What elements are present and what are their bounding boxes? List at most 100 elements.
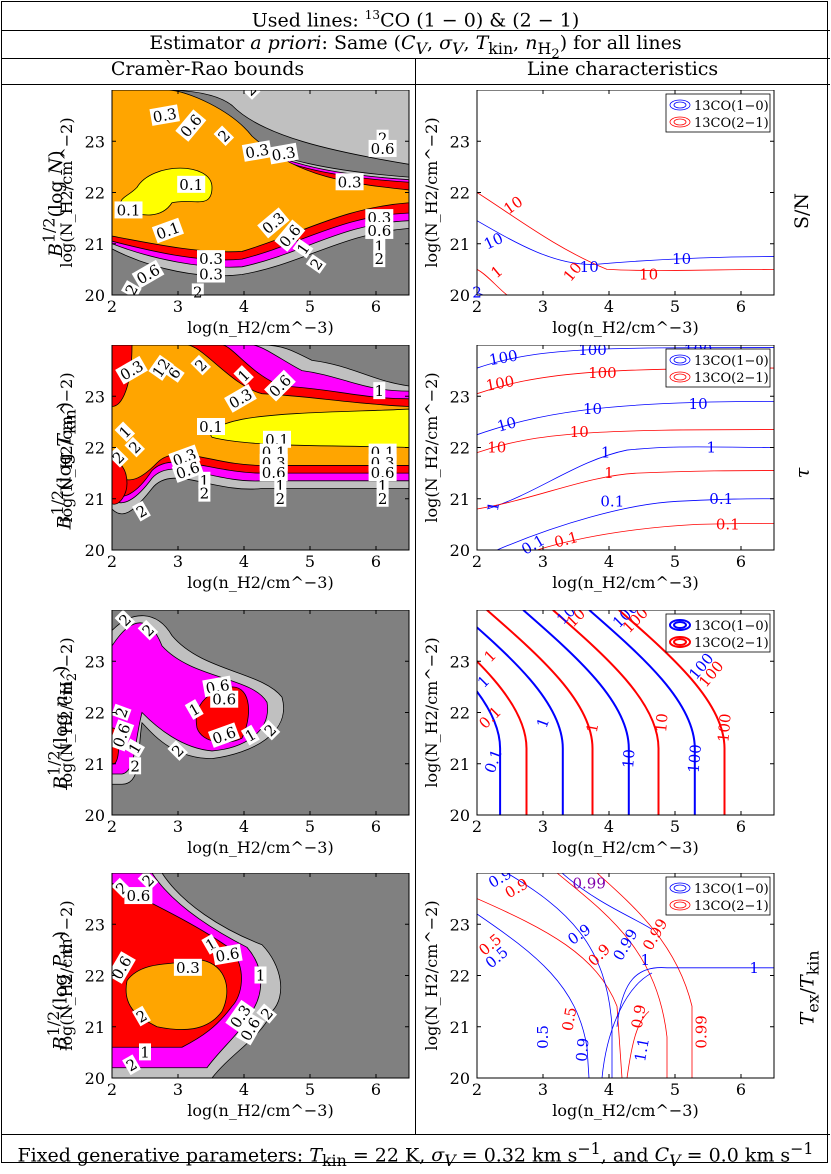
svg-text:10: 10 (487, 439, 506, 457)
contour-label: 0.3 (335, 173, 364, 191)
x-tick-label: 2 (472, 297, 482, 316)
legend-entry: 13CO(2−1) (694, 116, 769, 131)
svg-text:0.6: 0.6 (367, 222, 391, 240)
contour-region (477, 659, 528, 815)
x-tick-label: 5 (305, 1080, 315, 1099)
contour-label: 0.3 (268, 142, 299, 165)
contour-region (477, 429, 774, 454)
contour-label: 0.9 (573, 1037, 593, 1062)
svg-text:1: 1 (583, 722, 602, 735)
svg-text:10: 10 (639, 266, 658, 284)
x-tick-label: 3 (538, 297, 548, 316)
y-tick-label: 20 (85, 806, 105, 825)
contour-label: 100 (484, 372, 515, 395)
x-tick-label: 4 (239, 552, 249, 571)
svg-text:0.1: 0.1 (709, 490, 733, 508)
tau-panel: 10010010010010010101010101110.10.10.10.1… (422, 345, 775, 592)
svg-text:0.3: 0.3 (270, 143, 297, 165)
contour-region (626, 1011, 650, 1078)
x-tick-label: 6 (371, 552, 381, 571)
contour-label: 0.5 (534, 1025, 552, 1049)
svg-text:10: 10 (619, 748, 639, 769)
y-tick-label: 20 (450, 541, 470, 560)
col-left-title: Cramèr-Rao bounds (110, 58, 305, 80)
y-tick-label: 20 (450, 1069, 470, 1088)
svg-text:1: 1 (375, 382, 385, 400)
svg-text:0.3: 0.3 (199, 266, 223, 284)
contour-label: 1 (274, 476, 287, 495)
contour-label: 0.3 (149, 104, 180, 127)
y-tick-label: 20 (85, 286, 105, 305)
contour-label: 0.5 (558, 1006, 580, 1033)
contour-label: 0.6 (365, 221, 394, 240)
svg-text:0.9: 0.9 (573, 1037, 593, 1062)
contour-label: 10 (570, 423, 589, 441)
svg-text:100: 100 (488, 346, 519, 369)
x-tick-label: 3 (173, 1080, 183, 1099)
contour-label: 0.9 (628, 1003, 650, 1030)
x-tick-label: 5 (670, 552, 680, 571)
x-tick-label: 4 (604, 297, 614, 316)
x-tick-label: 4 (604, 1080, 614, 1099)
svg-text:0.1: 0.1 (600, 492, 624, 510)
y-tick-label: 20 (450, 806, 470, 825)
crb-logTkin-panel: 0.3 126 21 0.60.3 10.10.10.10.30.612 0.30.612… (57, 345, 410, 592)
y-tick-label: 21 (85, 490, 105, 509)
contour-region (477, 913, 590, 1078)
x-tick-label: 5 (305, 817, 315, 836)
contour-label: 0.3 (197, 265, 225, 284)
svg-text:1: 1 (707, 439, 717, 457)
svg-text:1: 1 (200, 472, 210, 490)
svg-text:1: 1 (601, 444, 611, 462)
legend-entry: 13CO(1−0) (694, 99, 769, 114)
tex-panel: 0.90.9 0.990.50.50.90.90.990.9910.50.50.9… (422, 873, 775, 1120)
svg-text:2: 2 (241, 90, 260, 100)
svg-text:2: 2 (200, 485, 210, 503)
y-axis-label: log(N_H2/cm^−2) (422, 372, 441, 522)
y-tick-label: 23 (85, 387, 105, 406)
svg-text:0.6: 0.6 (126, 887, 150, 905)
svg-text:1: 1 (749, 959, 759, 977)
contour-label: 0.1 (114, 201, 143, 219)
contour-region (477, 347, 774, 369)
x-tick-label: 2 (472, 552, 482, 571)
svg-text:10: 10 (583, 400, 602, 418)
svg-text:100: 100 (714, 713, 734, 743)
legend-entry: 13CO(1−0) (694, 354, 769, 369)
svg-text:0.99: 0.99 (572, 874, 605, 892)
svg-text:2: 2 (378, 490, 388, 508)
contour-region (477, 400, 774, 436)
svg-text:1: 1 (378, 477, 388, 495)
contour-label: 10 (619, 748, 639, 769)
svg-text:10: 10 (580, 258, 599, 276)
contour-label: 0.6 (210, 690, 239, 709)
y-axis-label: log(N_H2/cm^−2) (57, 372, 76, 522)
contour-label: 0.1 (552, 528, 580, 552)
contour-label: 1 (376, 476, 389, 495)
svg-text:1: 1 (604, 464, 614, 482)
x-tick-label: 5 (670, 297, 680, 316)
svg-text:1: 1 (140, 1043, 150, 1061)
contour-label: 0.1 (177, 175, 206, 194)
contour-label: 2 (198, 484, 211, 503)
contour-label: 0.1 (197, 418, 225, 436)
x-axis-label: log(n_H2/cm^−3) (187, 838, 333, 857)
contour-region (552, 610, 660, 815)
footer-text: Fixed generative parameters: Tkin = 22 K… (17, 1139, 814, 1171)
contour-label: 10 (580, 258, 599, 276)
svg-text:100: 100 (484, 372, 515, 395)
svg-text:10: 10 (672, 250, 691, 268)
contour-region (496, 498, 774, 550)
svg-text:1: 1 (256, 967, 266, 985)
svg-text:10: 10 (689, 395, 708, 413)
contour-label: 1 (139, 1043, 151, 1061)
legend-entry: 13CO(2−1) (694, 371, 769, 386)
x-tick-label: 4 (239, 1080, 249, 1099)
x-tick-label: 4 (604, 817, 614, 836)
x-axis-label: log(n_H2/cm^−3) (552, 1101, 698, 1120)
y-tick-label: 21 (85, 235, 105, 254)
x-tick-label: 2 (107, 817, 117, 836)
x-tick-label: 4 (604, 552, 614, 571)
y-axis-label: log(N_H2/cm^−2) (422, 637, 441, 787)
